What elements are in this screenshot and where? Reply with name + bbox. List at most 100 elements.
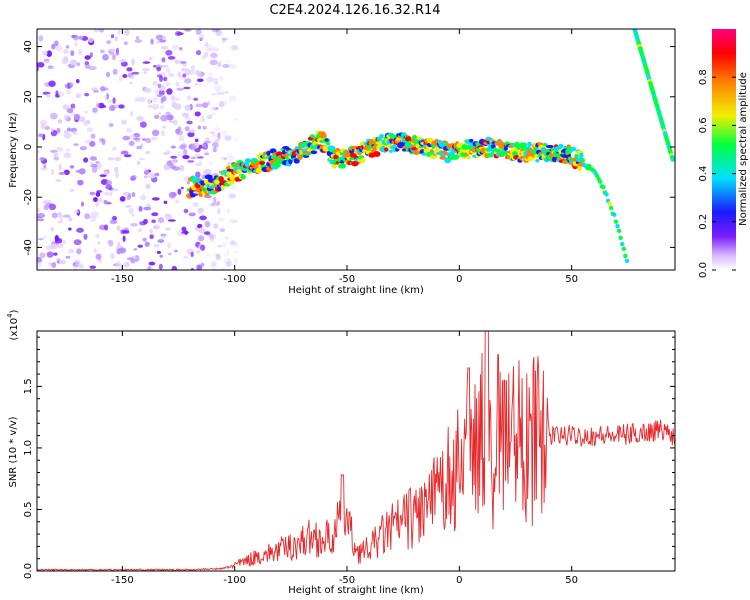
noise-blob xyxy=(122,235,126,242)
noise-blob xyxy=(106,40,112,45)
noise-blob xyxy=(221,37,229,41)
noise-blob xyxy=(37,207,41,213)
noise-blob xyxy=(110,253,115,260)
snr-multiplier-close: ) xyxy=(9,309,20,313)
noise-blob xyxy=(57,242,64,249)
noise-blob xyxy=(228,193,237,199)
noise-blob xyxy=(179,60,187,65)
noise-blob xyxy=(184,230,188,236)
colorbar-tick-label: 0.2 xyxy=(698,214,709,230)
noise-blob xyxy=(137,244,144,248)
ridge-blob xyxy=(615,223,620,229)
noise-blob xyxy=(76,62,81,67)
noise-blob xyxy=(112,215,118,221)
noise-blob xyxy=(108,240,114,247)
ridge-blob xyxy=(294,145,302,150)
colorbar: 0.0 0.2 0.4 0.6 0.8 Normalized spectral ampl… xyxy=(698,29,749,278)
ridge-blob xyxy=(226,179,235,185)
noise-blob xyxy=(197,227,206,234)
noise-blob xyxy=(104,94,108,101)
colorbar-tick-label: 0.8 xyxy=(698,69,709,85)
noise-blob xyxy=(223,253,227,258)
noise-blob xyxy=(56,146,63,152)
noise-blob xyxy=(190,156,197,160)
noise-blob xyxy=(217,61,222,67)
noise-blob xyxy=(128,207,134,215)
noise-blob xyxy=(218,100,225,108)
noise-blob xyxy=(157,217,165,224)
noise-blob xyxy=(116,260,121,266)
noise-blob xyxy=(84,110,88,114)
noise-blob xyxy=(51,212,58,219)
noise-blob xyxy=(63,152,72,159)
noise-blob xyxy=(165,68,171,74)
ridge-blob xyxy=(320,133,327,140)
noise-blob xyxy=(195,29,202,35)
ridge-blob xyxy=(384,147,389,152)
noise-blob xyxy=(56,257,61,262)
noise-blob xyxy=(39,157,46,162)
noise-blob xyxy=(142,68,150,72)
noise-blob xyxy=(189,69,195,76)
noise-blob xyxy=(122,135,131,141)
noise-blob xyxy=(90,161,94,165)
noise-blob xyxy=(58,118,63,125)
colorbar-gradient xyxy=(712,29,736,270)
noise-blob xyxy=(195,163,203,166)
ridge-blob xyxy=(535,159,540,163)
noise-blob xyxy=(194,111,201,117)
noise-blob xyxy=(233,250,238,254)
noise-blob xyxy=(199,215,207,221)
noise-blob xyxy=(116,225,121,232)
noise-blob xyxy=(134,39,143,43)
noise-blob xyxy=(45,245,53,251)
noise-blob xyxy=(212,92,218,96)
ridge-blob xyxy=(266,150,271,157)
noise-blob xyxy=(96,190,103,193)
noise-blob xyxy=(134,97,139,102)
noise-blob xyxy=(228,95,237,102)
x-tick-label: -150 xyxy=(111,274,134,285)
noise-blob xyxy=(197,207,204,213)
noise-blob xyxy=(73,239,82,246)
noise-blob xyxy=(210,260,217,267)
noise-blob xyxy=(200,262,205,267)
noise-blob xyxy=(120,229,126,235)
ridge-blob xyxy=(211,184,216,189)
noise-blob xyxy=(163,200,168,205)
noise-blob xyxy=(54,235,59,242)
noise-blob xyxy=(89,52,93,58)
noise-blob xyxy=(73,143,79,146)
noise-blob xyxy=(197,235,205,242)
noise-blob xyxy=(67,248,75,254)
noise-blob xyxy=(111,188,119,192)
noise-blob xyxy=(77,263,82,268)
noise-blob xyxy=(37,237,44,241)
noise-blob xyxy=(46,50,52,57)
noise-blob xyxy=(213,127,221,131)
ridge-blob xyxy=(204,174,213,180)
noise-blob xyxy=(39,252,46,259)
noise-blob xyxy=(89,156,98,161)
noise-blob xyxy=(48,262,53,266)
ridge-blob xyxy=(612,212,617,217)
noise-blob xyxy=(62,104,69,110)
noise-blob xyxy=(72,130,78,135)
noise-blob xyxy=(55,90,59,96)
noise-blob xyxy=(228,156,236,162)
ridge-blob xyxy=(618,235,623,241)
noise-blob xyxy=(216,200,221,206)
noise-blob xyxy=(165,49,173,56)
noise-blob xyxy=(151,212,159,217)
noise-blob xyxy=(131,192,136,198)
noise-blob xyxy=(152,80,158,87)
noise-blob xyxy=(223,157,228,161)
noise-blob xyxy=(165,111,171,116)
noise-blob xyxy=(167,242,172,249)
noise-blob xyxy=(99,49,105,54)
x-tick-label: -100 xyxy=(223,274,246,285)
noise-blob xyxy=(203,140,211,144)
noise-blob xyxy=(233,137,239,142)
ridge-blob xyxy=(309,134,316,138)
ridge-blob xyxy=(404,136,412,142)
